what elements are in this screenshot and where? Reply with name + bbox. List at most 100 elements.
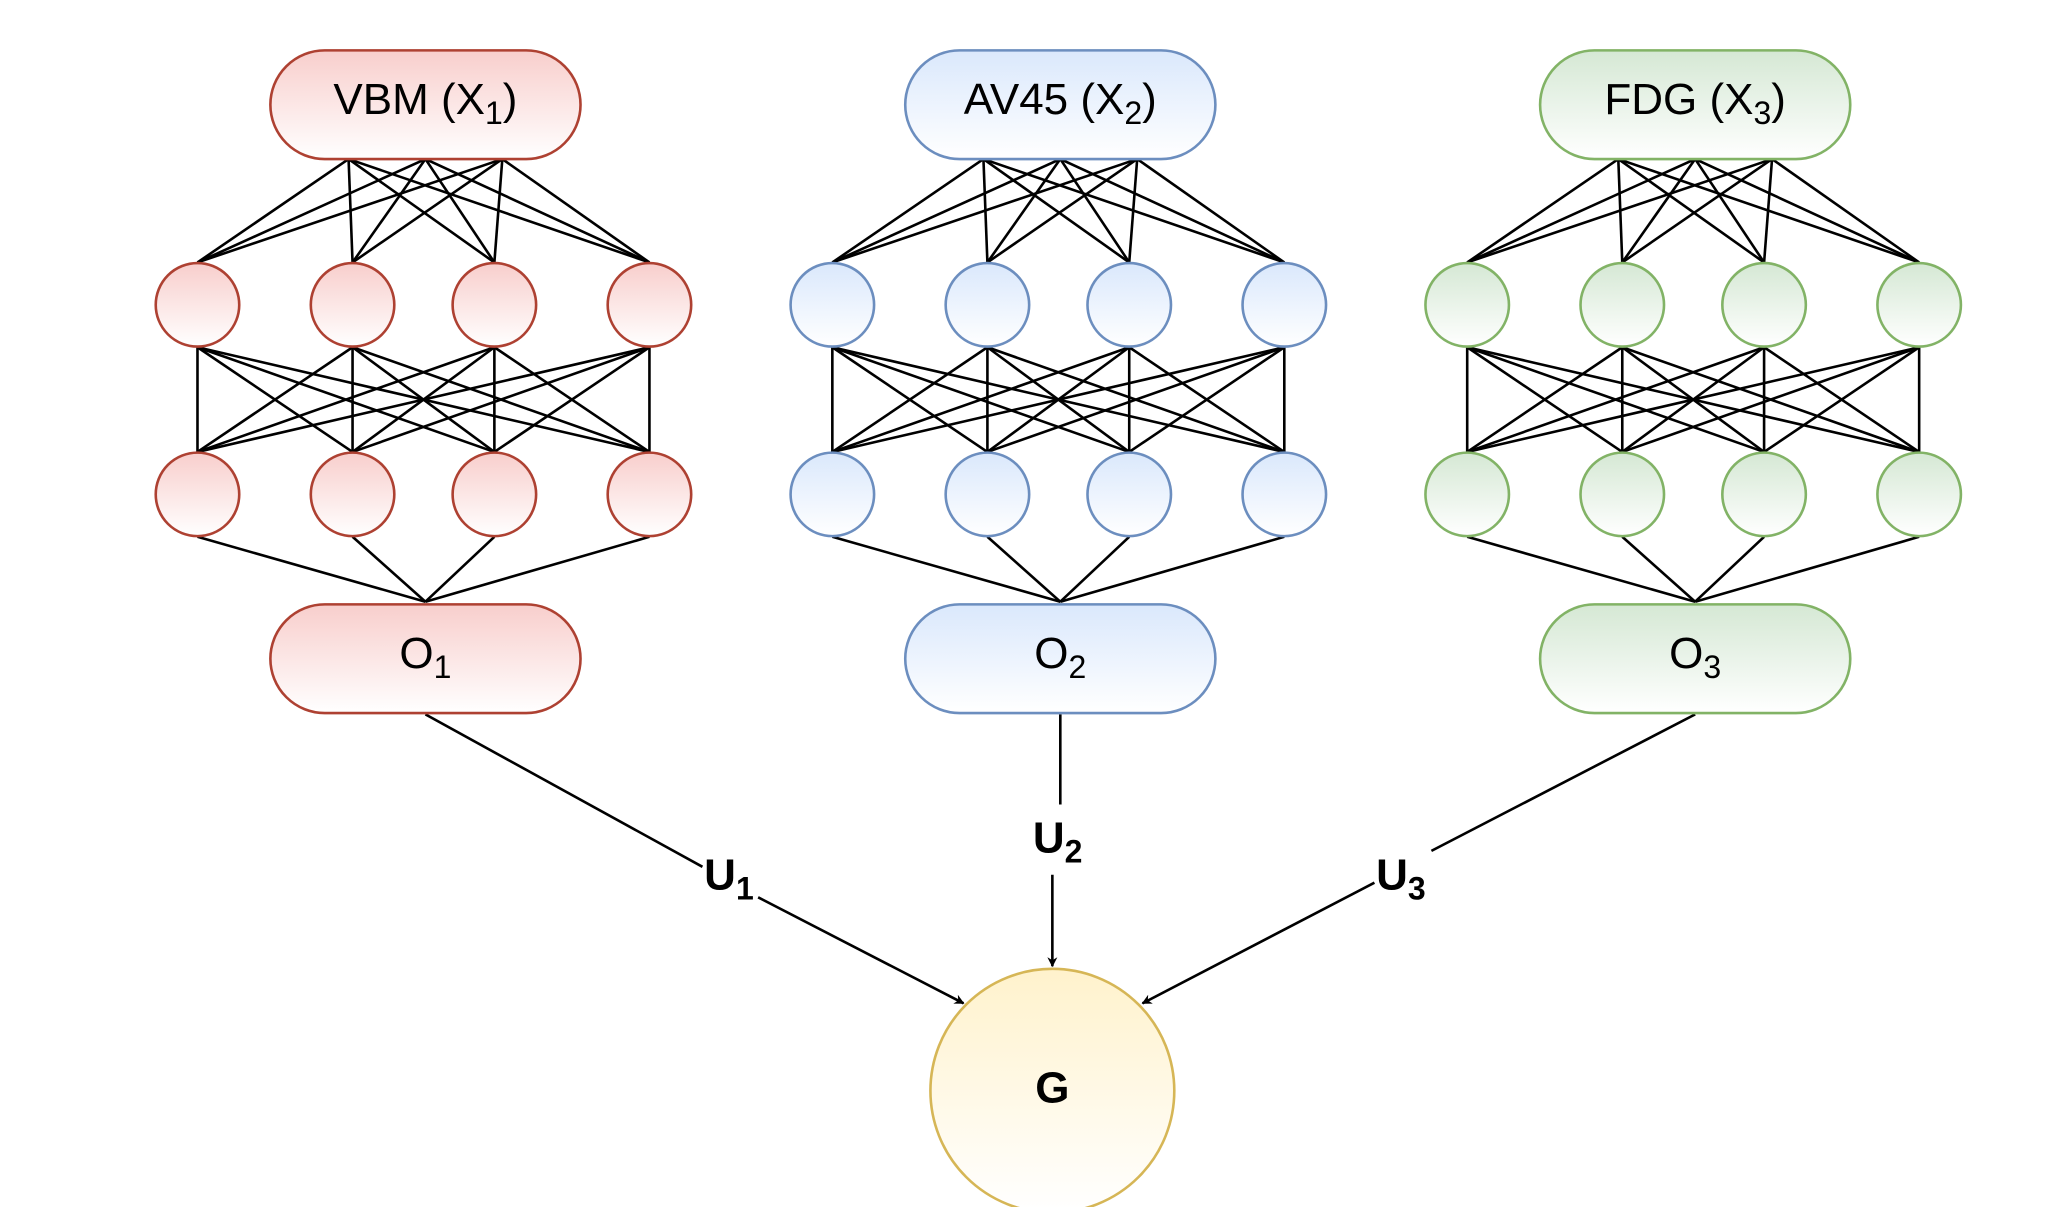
vbm-weight-label: U1 bbox=[704, 850, 754, 907]
vbm-hidden-layer2-neuron bbox=[606, 451, 693, 538]
av45-hidden-edge bbox=[831, 346, 989, 454]
av45-input-edge bbox=[1127, 158, 1139, 263]
fdg-to-target-edge bbox=[1430, 713, 1696, 853]
av45-hidden-edge bbox=[831, 346, 1130, 454]
av45-hidden-layer1-neuron bbox=[1086, 261, 1173, 348]
fdg-input-edge bbox=[1694, 158, 1766, 264]
vbm-hidden-edge bbox=[197, 346, 495, 454]
fdg-hidden-layer1-neuron bbox=[1721, 261, 1808, 348]
fdg-to-target-arrow bbox=[1141, 881, 1376, 1005]
fdg-hidden-edge bbox=[1466, 345, 1920, 454]
fdg-hidden-layer2-neuron bbox=[1721, 451, 1808, 538]
vbm-output-edge bbox=[424, 535, 496, 603]
fdg-input-edge bbox=[1621, 157, 1773, 264]
av45-input-edge bbox=[1136, 157, 1286, 264]
fdg-hidden-layer2-neuron bbox=[1424, 451, 1511, 538]
av45-hidden-layer2-neuron bbox=[789, 451, 876, 538]
av45-output-node bbox=[903, 603, 1217, 715]
vbm-input-edge bbox=[351, 157, 504, 264]
fdg-hidden-layer1-neuron bbox=[1424, 261, 1511, 348]
vbm-hidden-layer1-neuron bbox=[309, 261, 396, 348]
fdg-output-edge bbox=[1694, 535, 1765, 603]
av45-input-node bbox=[903, 49, 1217, 161]
av45-input-edge bbox=[1059, 158, 1131, 264]
av45-hidden-layer2-neuron bbox=[1086, 451, 1173, 538]
av45-input-edge bbox=[831, 157, 1138, 264]
fdg-output-edge bbox=[1621, 535, 1697, 603]
vbm-input-edge bbox=[501, 157, 651, 264]
vbm-hidden-layer1-neuron bbox=[154, 261, 241, 348]
vbm-input-edge bbox=[424, 158, 496, 264]
av45-hidden-layer1-neuron bbox=[944, 261, 1031, 348]
vbm-input-edge bbox=[196, 157, 350, 264]
av45-hidden-layer1-neuron bbox=[1241, 261, 1328, 348]
vbm-hidden-layer2-neuron bbox=[154, 451, 241, 538]
av45-input-edge bbox=[982, 157, 1130, 264]
fdg-hidden-edge bbox=[1621, 346, 1920, 454]
target-node bbox=[929, 967, 1176, 1207]
fdg-input-edge bbox=[1466, 157, 1620, 264]
av45-input-edge bbox=[831, 157, 985, 264]
vbm-output-edge bbox=[197, 535, 426, 603]
vbm-to-target-edge bbox=[424, 713, 704, 868]
vbm-hidden-edge bbox=[197, 345, 650, 454]
nodes bbox=[154, 49, 1963, 1207]
av45-hidden-edge bbox=[986, 346, 1285, 454]
vbm-input-edge bbox=[493, 158, 504, 263]
av45-output-label: O2 bbox=[1034, 629, 1086, 686]
fdg-input-edge bbox=[1466, 157, 1696, 264]
av45-input-edge bbox=[831, 157, 1061, 264]
fdg-input-edge bbox=[1621, 158, 1697, 264]
fdg-input-edge bbox=[1466, 157, 1773, 264]
fdg-hidden-layer1-neuron bbox=[1876, 261, 1963, 348]
labels: VBM (X1) O1 AV45 (X2) O2 FDG (X3) O3 U1 U2 U3 G bbox=[333, 75, 1786, 1113]
vbm-output-edge bbox=[351, 535, 427, 603]
av45-weight-label: U2 bbox=[1033, 813, 1083, 870]
vbm-output-label: O1 bbox=[399, 629, 451, 686]
vbm-input-edge bbox=[197, 157, 503, 264]
fdg-input-label: FDG (X3) bbox=[1604, 75, 1786, 132]
vbm-hidden-layer2-neuron bbox=[309, 451, 396, 538]
fdg-output-node bbox=[1538, 603, 1852, 715]
fdg-hidden-layer1-neuron bbox=[1579, 261, 1666, 348]
vbm-to-target-arrow bbox=[757, 896, 965, 1005]
av45-hidden-layer2-neuron bbox=[1241, 451, 1328, 538]
fdg-hidden-edge bbox=[1763, 346, 1920, 454]
vbm-output-node bbox=[269, 603, 582, 715]
av45-output-edge bbox=[1059, 535, 1285, 603]
vbm-hidden-edge bbox=[352, 346, 650, 454]
av45-output-edge bbox=[1059, 535, 1131, 603]
vbm-input-edge bbox=[196, 157, 426, 264]
fdg-input-edge bbox=[1771, 157, 1920, 264]
vbm-input-node bbox=[269, 49, 582, 161]
vbm-hidden-layer1-neuron bbox=[451, 261, 538, 348]
av45-output-edge bbox=[986, 535, 1062, 603]
vbm-output-edge bbox=[425, 535, 650, 603]
av45-hidden-edge bbox=[832, 345, 1285, 454]
av45-hidden-layer2-neuron bbox=[944, 451, 1031, 538]
vbm-hidden-edge bbox=[493, 346, 651, 454]
av45-input-edge bbox=[986, 158, 1062, 264]
vbm-input-edge bbox=[351, 158, 427, 264]
vbm-input-label: VBM (X1) bbox=[333, 75, 517, 132]
fdg-hidden-layer2-neuron bbox=[1876, 451, 1963, 538]
vbm-hidden-edge bbox=[196, 346, 354, 454]
vbm-input-edge bbox=[424, 157, 650, 264]
fdg-output-edge bbox=[1466, 535, 1696, 603]
av45-input-label: AV45 (X2) bbox=[964, 75, 1157, 132]
fdg-hidden-edge bbox=[1466, 346, 1765, 454]
av45-hidden-layer1-neuron bbox=[789, 261, 876, 348]
vbm-hidden-layer1-neuron bbox=[606, 261, 693, 348]
vbm-hidden-layer2-neuron bbox=[451, 451, 538, 538]
av45-input-edge bbox=[986, 157, 1138, 264]
fdg-hidden-layer2-neuron bbox=[1579, 451, 1666, 538]
fdg-input-edge bbox=[1762, 158, 1774, 263]
target-label: G bbox=[1035, 1063, 1069, 1112]
fdg-input-edge bbox=[1617, 157, 1765, 264]
fdg-output-label: O3 bbox=[1669, 629, 1721, 686]
vbm-input-edge bbox=[347, 157, 496, 264]
fdg-hidden-edge bbox=[1466, 346, 1624, 454]
av45-hidden-edge bbox=[1128, 346, 1286, 454]
fdg-input-edge bbox=[1694, 157, 1920, 264]
